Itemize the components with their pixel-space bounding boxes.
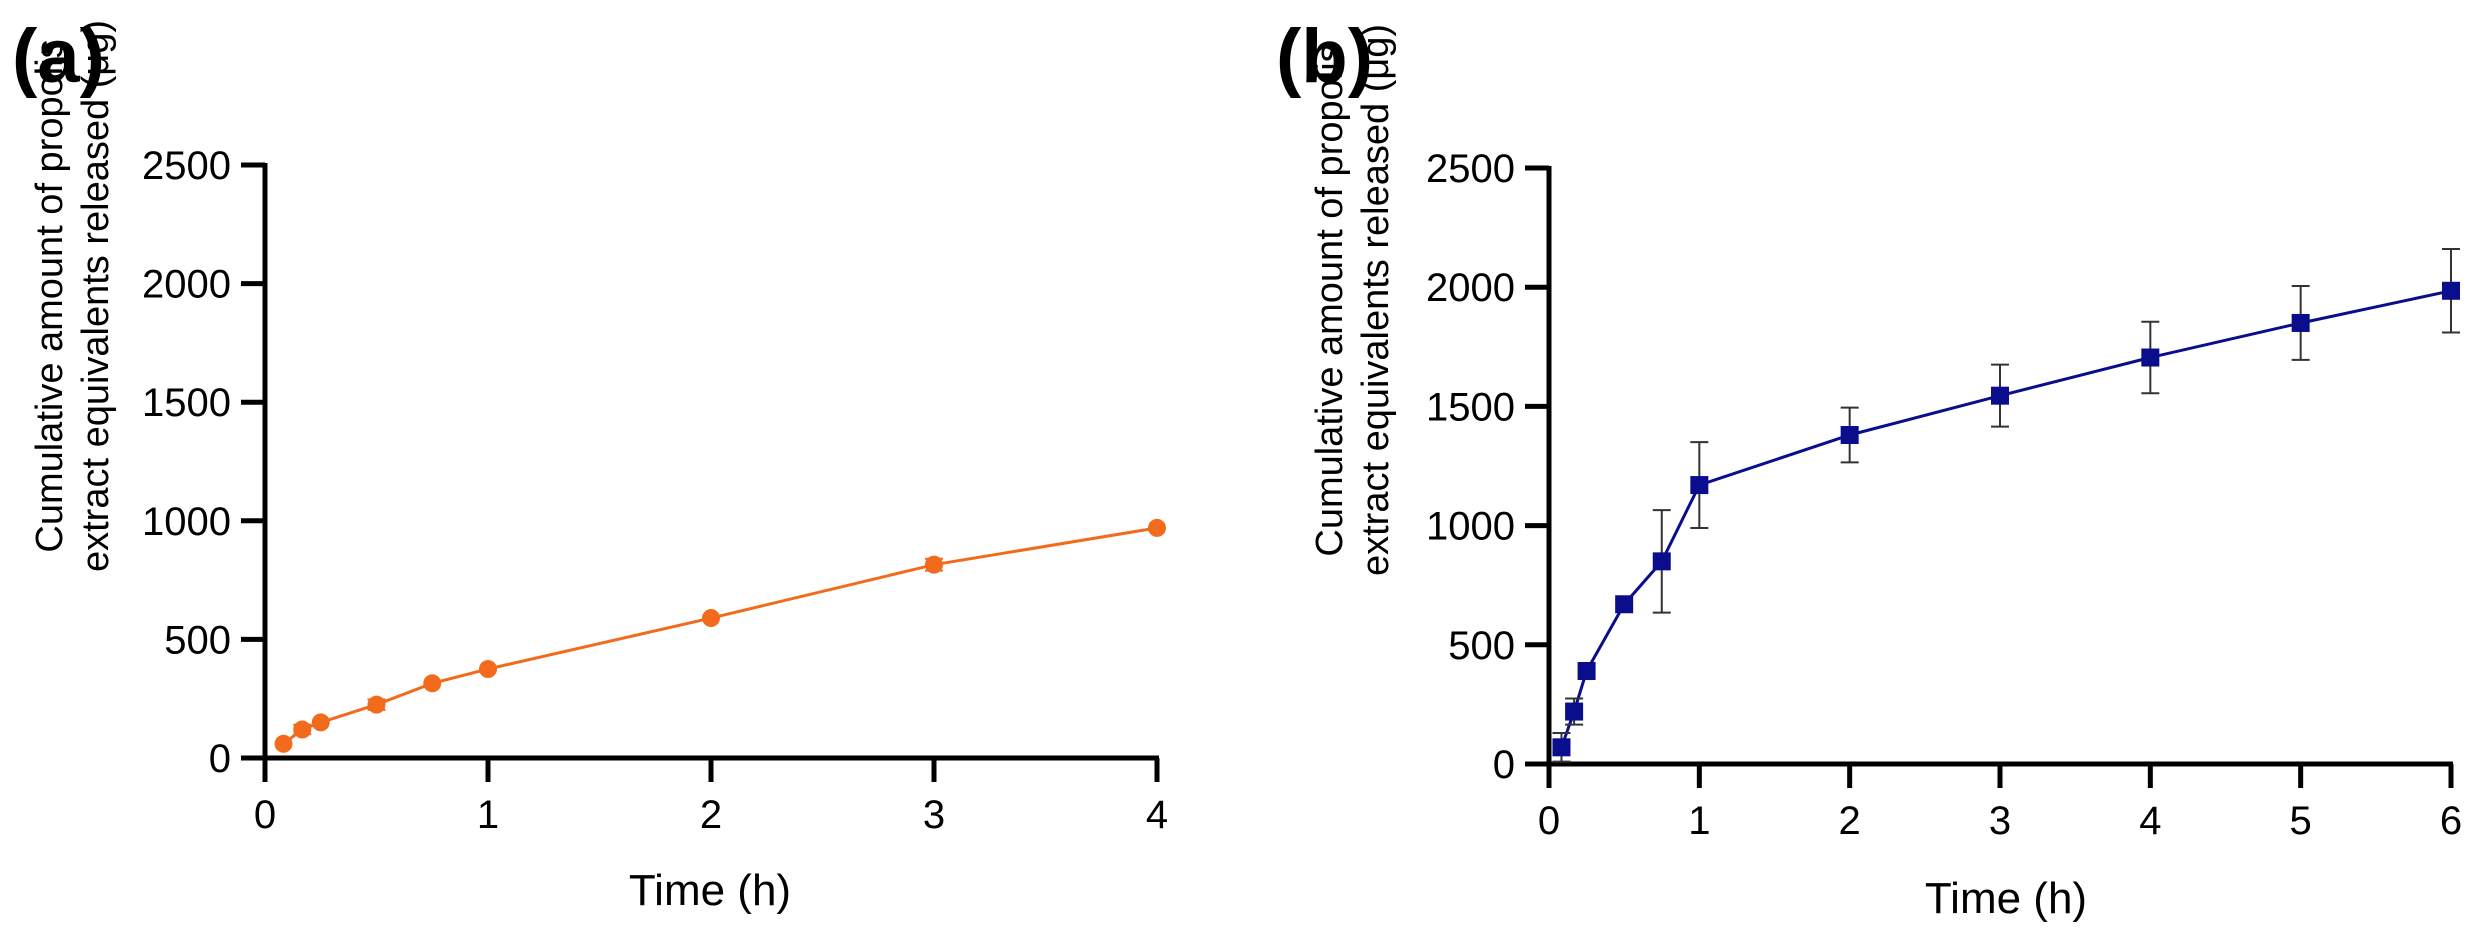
panel-a-y-tick-label: 2500 [142, 144, 231, 188]
panel-b-data-point [1552, 738, 1571, 757]
panel-b-data-point [1565, 702, 1584, 721]
panel-a-series-line [282, 526, 1158, 745]
panel-a-y-axis-title-line2: extract equivalents released (μg) [75, 20, 117, 572]
panel-b-data-point [2291, 313, 2310, 332]
panel-b-data-point [2141, 348, 2160, 367]
panel-b-plot-area: 0 500 1000 1500 2000 2500 0 1 2 3 4 5 6 [1426, 147, 2462, 843]
panel-b-data-point [1615, 595, 1634, 614]
panel-b-x-tick-label: 6 [2440, 799, 2462, 843]
panel-b-data-point [1690, 476, 1709, 495]
panel-b-y-tick-label: 500 [1448, 624, 1515, 668]
panel-a-chart: (a) Cumulative amount of propolis extrac… [12, 14, 1168, 915]
panel-b-y-tick-label: 0 [1493, 743, 1515, 787]
panel-b-data-point [1991, 386, 2009, 405]
panel-b-y-axis-title-line1: Cumulative amount of propolis [1309, 43, 1351, 556]
panel-a-data-point [925, 555, 943, 574]
panel-a-x-tick-label: 3 [923, 793, 945, 837]
panel-b-x-tick-label: 3 [1989, 799, 2011, 843]
panel-a-label: (a) [12, 14, 105, 99]
panel-b-y-axis-title: Cumulative amount of propolis extract eq… [1309, 24, 1397, 576]
panel-a-data-point [293, 720, 312, 739]
panel-a-y-tick-label: 1500 [142, 381, 231, 425]
panel-a-x-axis-title: Time (h) [629, 866, 791, 915]
panel-a-data-point [367, 695, 386, 714]
panel-b-y-tick-label: 1500 [1426, 385, 1515, 429]
panel-b-data-point [1577, 662, 1596, 681]
panel-b-x-tick-label: 4 [2139, 799, 2161, 843]
panel-a-data-point [1148, 518, 1166, 537]
panel-a-x-tick-label: 0 [254, 793, 276, 837]
panel-b-data-point [1652, 552, 1671, 571]
panel-a-y-tick-label: 0 [209, 737, 231, 781]
panel-a-x-tick-label: 1 [477, 793, 499, 837]
panel-a-data-point [702, 609, 720, 628]
panel-a-y-tick-label: 500 [164, 618, 231, 662]
panel-a-y-tick-label: 2000 [142, 263, 231, 307]
panel-b-y-tick-label: 1000 [1426, 505, 1515, 549]
panel-b-y-axis-title-line2: extract equivalents released (μg) [1355, 24, 1397, 576]
panel-a-data-point [311, 713, 330, 732]
panel-a-data-point [479, 660, 497, 679]
panel-b-chart: (b) Cumulative amount of propolis extrac… [1276, 14, 2462, 923]
panel-b-x-tick-label: 2 [1839, 799, 1861, 843]
panel-b-x-tick-label: 0 [1538, 799, 1560, 843]
panel-b-label: (b) [1276, 14, 1373, 99]
panel-b-y-tick-label: 2000 [1426, 266, 1515, 310]
panel-a-y-axis-title-line1: Cumulative amount of propolis [29, 39, 71, 552]
panel-a-x-tick-label: 2 [700, 793, 722, 837]
panel-b-x-tick-label: 1 [1688, 799, 1710, 843]
panel-a-data-point [423, 674, 442, 693]
panel-a-y-tick-label: 1000 [142, 500, 231, 544]
panel-b-x-tick-label: 5 [2290, 799, 2312, 843]
panel-b-x-axis-title: Time (h) [1925, 874, 2087, 923]
panel-b-series-line [1560, 289, 2452, 748]
panel-b-data-point [1840, 426, 1859, 445]
panel-a-y-axis-title: Cumulative amount of propolis extract eq… [29, 20, 117, 572]
panel-a-plot-area: 0 500 1000 1500 2000 2500 0 1 2 3 4 [142, 144, 1168, 837]
panel-a-data-point [274, 734, 293, 753]
panel-b-y-tick-label: 2500 [1426, 147, 1515, 191]
panel-a-x-tick-label: 4 [1146, 793, 1168, 837]
panel-b-data-point [2442, 281, 2460, 300]
